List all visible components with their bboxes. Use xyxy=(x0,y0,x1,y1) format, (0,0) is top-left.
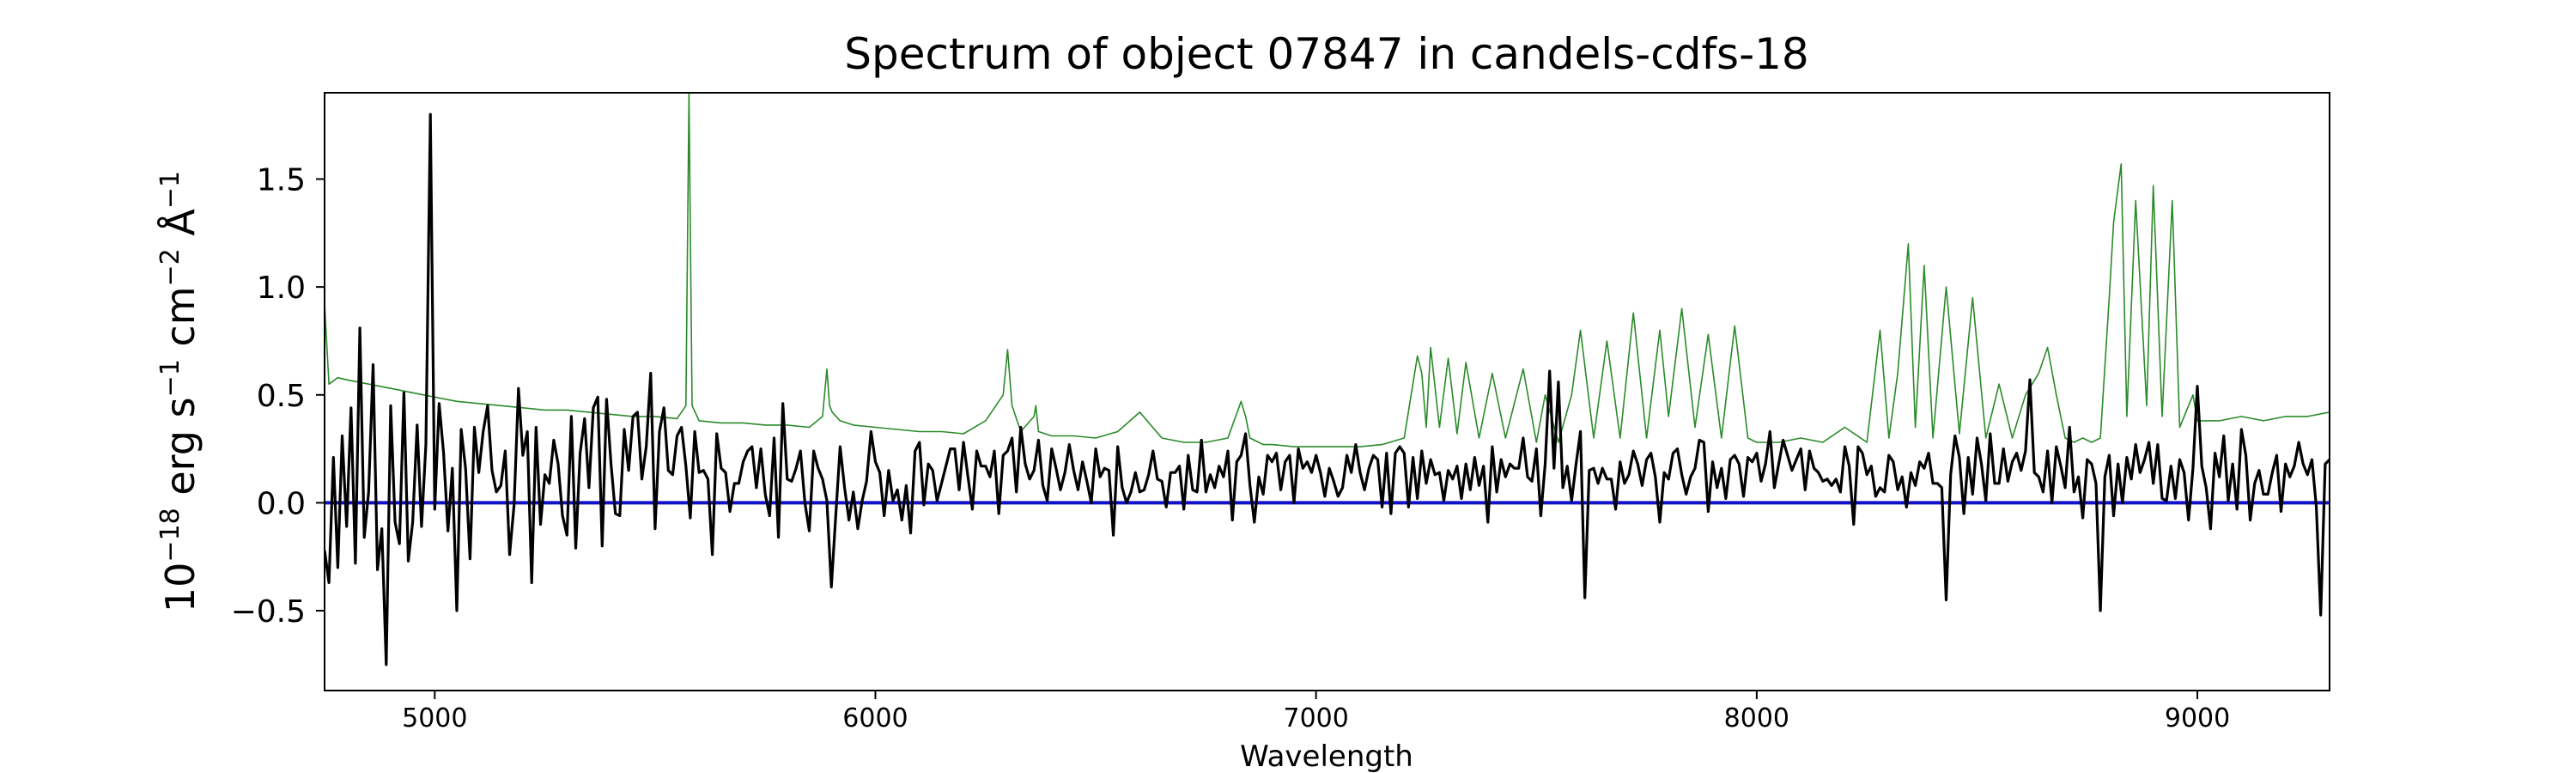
x-tick-label: 7000 xyxy=(1283,703,1348,733)
x-tick-label: 6000 xyxy=(842,703,908,733)
y-tick-label: −0.5 xyxy=(231,594,306,630)
plot-frame xyxy=(324,92,2330,691)
series-line-sky-noise xyxy=(325,93,2330,447)
x-tick-label: 9000 xyxy=(2165,703,2230,733)
x-tick-label: 8000 xyxy=(1724,703,1789,733)
y-tick-label: 0.0 xyxy=(257,486,306,521)
y-tick-label: 1.5 xyxy=(257,163,306,198)
y-axis: −0.5 0.0 0.5 1.0 1.5 xyxy=(231,163,325,630)
series-line-object-flux xyxy=(325,113,2330,666)
y-tick-label: 0.5 xyxy=(257,379,306,414)
y-axis-label: 10−18 erg s−1 cm−2 Å−1 xyxy=(155,171,204,612)
chart-title: Spectrum of object 07847 in candels-cdfs… xyxy=(844,29,1809,79)
x-tick-label: 5000 xyxy=(402,703,467,733)
x-axis: 5000 6000 7000 8000 9000 xyxy=(402,691,2230,733)
x-axis-label: Wavelength xyxy=(1240,740,1413,773)
y-tick-label: 1.0 xyxy=(257,271,306,306)
plot-area xyxy=(325,93,2330,666)
